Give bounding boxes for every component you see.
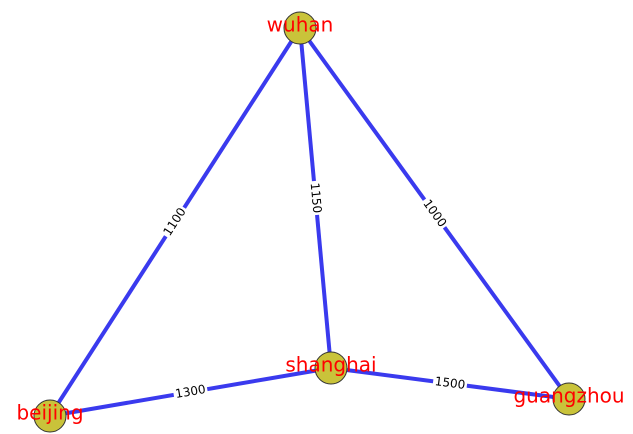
edge-label: 1500 <box>434 374 466 392</box>
node-label: shanghai <box>285 353 376 377</box>
node <box>552 382 586 416</box>
edge-label-bg <box>172 381 209 403</box>
edge-label: 1150 <box>308 182 325 214</box>
node <box>33 399 67 433</box>
node <box>314 351 348 385</box>
edge-label-bg <box>432 373 468 394</box>
edge-label-bg <box>418 195 451 232</box>
node-label: wuhan <box>267 13 334 37</box>
edge-label: 1300 <box>174 382 206 401</box>
nodes <box>33 11 586 433</box>
node-label: guangzhou <box>513 384 624 408</box>
edge-label-group: 1300 <box>172 381 209 403</box>
edge-label-group: 1150 <box>305 180 326 216</box>
edge-label-group: 1100 <box>159 203 191 241</box>
node <box>283 11 317 45</box>
node-label: beijing <box>16 401 83 425</box>
edge-label-bg <box>305 180 326 216</box>
edge-label-bg <box>159 203 191 241</box>
edge-label-group: 1500 <box>432 373 468 394</box>
